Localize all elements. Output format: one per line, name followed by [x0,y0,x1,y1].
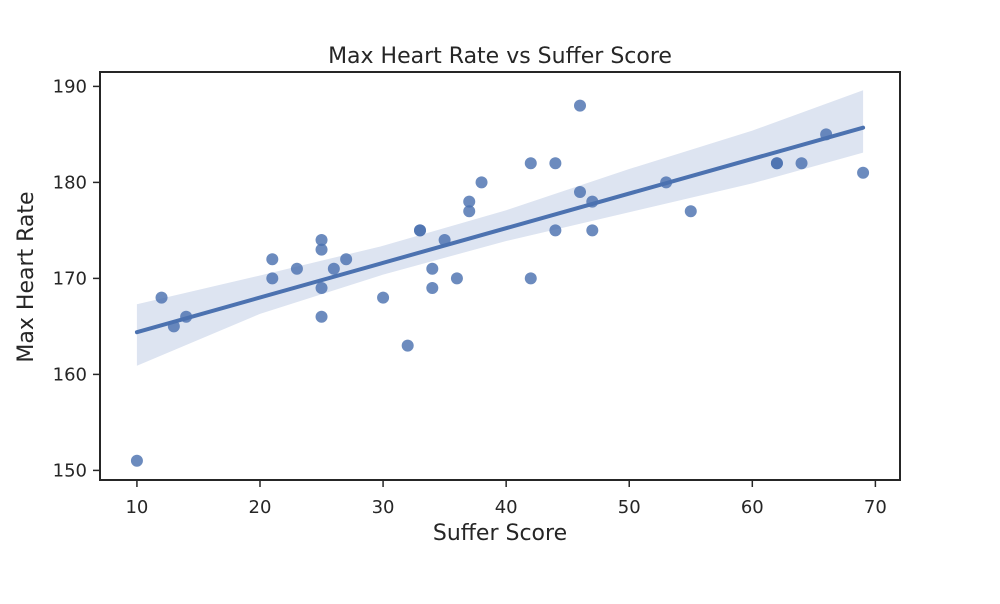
data-point [586,224,598,236]
data-point [771,157,783,169]
data-point [402,340,414,352]
y-axis-ticks: 150 160 170 180 190 [53,76,100,481]
data-point [439,234,451,246]
chart-title: Max Heart Rate vs Suffer Score [328,44,672,69]
x-tick-label: 20 [249,497,272,518]
data-point [426,263,438,275]
y-tick-label: 170 [53,268,87,289]
data-point [426,282,438,294]
regression-line-layer [137,128,863,332]
data-point [525,157,537,169]
data-point [476,176,488,188]
x-tick-label: 10 [125,497,148,518]
data-point [525,272,537,284]
x-axis-ticks: 10 20 30 40 50 60 70 [125,480,886,518]
data-point [463,205,475,217]
data-point [316,282,328,294]
y-tick-label: 150 [53,460,87,481]
data-point [180,311,192,323]
data-point [549,157,561,169]
x-tick-label: 70 [864,497,887,518]
data-point [156,292,168,304]
data-point [549,224,561,236]
data-point [316,244,328,256]
data-point [340,253,352,265]
data-point [660,176,672,188]
data-point [377,292,389,304]
data-point [574,186,586,198]
data-point [316,311,328,323]
y-axis-label: Max Heart Rate [14,191,39,362]
x-tick-label: 50 [618,497,641,518]
data-point [857,167,869,179]
data-point [685,205,697,217]
data-point [586,196,598,208]
data-point [414,224,426,236]
x-axis-label: Suffer Score [433,521,567,546]
data-point [796,157,808,169]
data-point [291,263,303,275]
data-point [574,100,586,112]
data-point [328,263,340,275]
y-tick-label: 180 [53,172,87,193]
y-tick-label: 160 [53,364,87,385]
x-tick-label: 40 [495,497,518,518]
data-point [266,272,278,284]
data-point [266,253,278,265]
regression-line [137,128,863,332]
data-point [451,272,463,284]
data-point [131,455,143,467]
data-point [168,320,180,332]
x-tick-label: 60 [741,497,764,518]
x-tick-label: 30 [372,497,395,518]
y-tick-label: 190 [53,76,87,97]
data-point [820,128,832,140]
